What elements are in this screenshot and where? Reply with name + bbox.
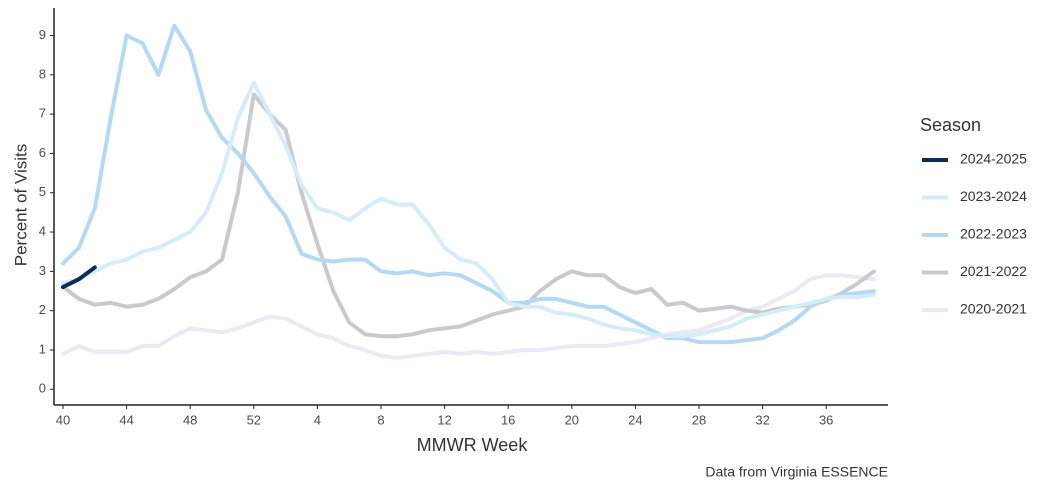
y-tick-label: 2 [39,302,46,317]
y-tick-label: 9 [39,27,46,42]
series-line [61,265,97,290]
x-tick-label: 48 [183,412,197,427]
series-line [61,23,876,345]
y-tick-label: 5 [39,184,46,199]
y-tick-label: 1 [39,341,46,356]
x-tick-label: 16 [501,412,515,427]
y-tick-label: 6 [39,145,46,160]
y-tick-label: 7 [39,106,46,121]
legend-label: 2022-2023 [960,226,1027,242]
x-tick-label: 40 [56,412,70,427]
y-tick-label: 0 [39,381,46,396]
legend-label: 2024-2025 [960,151,1027,167]
x-tick-label: 8 [377,412,384,427]
x-tick-label: 44 [119,412,133,427]
series-line [61,273,876,360]
x-tick-label: 28 [692,412,706,427]
x-tick-label: 20 [565,412,579,427]
legend-title: Season [920,115,981,135]
legend-label: 2020-2021 [960,301,1027,317]
x-axis-label: MMWR Week [417,435,529,455]
legend-label: 2023-2024 [960,188,1027,204]
caption: Data from Virginia ESSENCE [705,464,888,480]
x-tick-label: 24 [628,412,642,427]
x-tick-label: 36 [819,412,833,427]
x-tick-label: 4 [314,412,321,427]
x-tick-label: 12 [437,412,451,427]
y-tick-label: 8 [39,66,46,81]
x-tick-label: 52 [247,412,261,427]
series-line [61,92,876,339]
x-tick-label: 32 [755,412,769,427]
y-tick-label: 4 [39,223,46,238]
series-line [61,80,876,339]
legend-label: 2021-2022 [960,263,1027,279]
y-axis-label: Percent of Visits [11,144,30,267]
y-tick-label: 3 [39,263,46,278]
